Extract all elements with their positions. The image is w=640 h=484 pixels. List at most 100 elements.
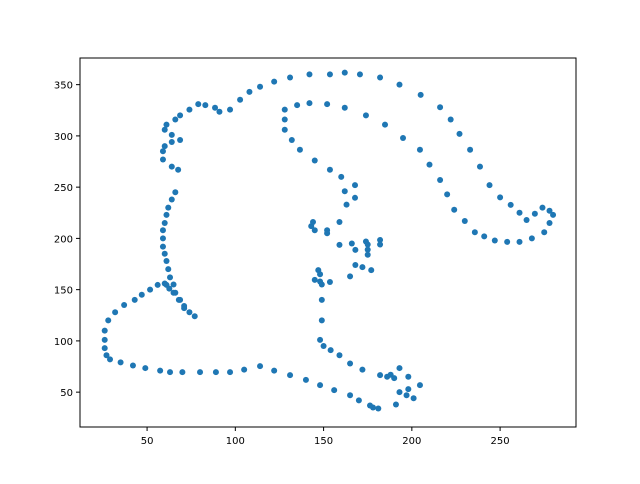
point bbox=[403, 392, 410, 399]
y-tick-label: 150 bbox=[54, 286, 73, 297]
point bbox=[147, 286, 154, 293]
point bbox=[142, 365, 149, 372]
x-tick-label: 200 bbox=[402, 436, 421, 447]
point bbox=[368, 267, 375, 274]
point bbox=[481, 233, 488, 240]
point bbox=[281, 106, 288, 113]
point bbox=[103, 352, 110, 359]
point bbox=[318, 317, 325, 324]
point bbox=[541, 229, 548, 236]
point bbox=[352, 182, 359, 189]
point bbox=[227, 106, 234, 113]
y-tick-label: 50 bbox=[60, 388, 73, 399]
point bbox=[271, 78, 278, 85]
point bbox=[352, 194, 359, 201]
point bbox=[131, 296, 138, 303]
x-tick-label: 150 bbox=[314, 436, 333, 447]
point bbox=[456, 130, 463, 137]
point bbox=[377, 236, 384, 243]
point bbox=[417, 91, 424, 98]
point bbox=[352, 262, 359, 269]
point bbox=[166, 285, 173, 292]
point bbox=[387, 371, 394, 378]
point bbox=[331, 387, 338, 394]
point bbox=[326, 166, 333, 173]
point bbox=[170, 289, 177, 296]
point bbox=[294, 102, 301, 109]
point bbox=[191, 313, 198, 320]
point bbox=[202, 102, 209, 109]
point bbox=[364, 241, 371, 248]
point bbox=[167, 369, 174, 376]
point bbox=[444, 191, 451, 198]
point bbox=[159, 148, 166, 155]
point bbox=[306, 100, 313, 107]
point bbox=[287, 74, 294, 81]
point bbox=[154, 281, 161, 288]
point bbox=[197, 369, 204, 376]
y-tick-label: 300 bbox=[54, 132, 73, 143]
point bbox=[359, 264, 366, 271]
point bbox=[172, 189, 179, 196]
point bbox=[138, 291, 145, 298]
point bbox=[165, 204, 172, 211]
point bbox=[377, 241, 384, 248]
point bbox=[447, 116, 454, 123]
point bbox=[168, 196, 175, 203]
point bbox=[451, 206, 458, 213]
point bbox=[241, 366, 248, 373]
plot-frame bbox=[79, 57, 577, 428]
point bbox=[531, 210, 538, 217]
point bbox=[159, 243, 166, 250]
point bbox=[396, 81, 403, 88]
point bbox=[359, 366, 366, 373]
point bbox=[168, 139, 175, 146]
point bbox=[121, 302, 128, 309]
point bbox=[161, 143, 168, 150]
point bbox=[163, 211, 170, 218]
point bbox=[377, 74, 384, 81]
point bbox=[101, 327, 108, 334]
point bbox=[161, 126, 168, 133]
point bbox=[212, 104, 219, 111]
point bbox=[157, 367, 164, 374]
point bbox=[461, 217, 468, 224]
point bbox=[105, 317, 112, 324]
point bbox=[327, 347, 334, 354]
point bbox=[405, 386, 412, 393]
point bbox=[347, 360, 354, 367]
point bbox=[212, 369, 219, 376]
point bbox=[179, 369, 186, 376]
point bbox=[163, 257, 170, 264]
point bbox=[341, 104, 348, 111]
point bbox=[159, 156, 166, 163]
point bbox=[112, 309, 119, 316]
point bbox=[410, 395, 417, 402]
point bbox=[177, 296, 184, 303]
point bbox=[347, 392, 354, 399]
point bbox=[317, 271, 324, 278]
point bbox=[101, 336, 108, 343]
point bbox=[309, 219, 316, 225]
point bbox=[311, 276, 318, 283]
point bbox=[161, 250, 168, 257]
point bbox=[216, 108, 223, 115]
point bbox=[497, 194, 504, 201]
point bbox=[523, 216, 530, 223]
point bbox=[338, 173, 345, 180]
point bbox=[367, 402, 374, 409]
point bbox=[326, 278, 333, 285]
point bbox=[416, 146, 423, 153]
point bbox=[471, 229, 478, 236]
point bbox=[396, 365, 403, 372]
point bbox=[306, 71, 313, 78]
point bbox=[311, 157, 318, 164]
point bbox=[336, 352, 343, 359]
y-tick-label: 200 bbox=[54, 234, 73, 245]
point bbox=[516, 209, 523, 216]
point bbox=[186, 106, 193, 113]
point bbox=[281, 116, 288, 123]
point bbox=[324, 230, 331, 237]
point bbox=[507, 201, 514, 208]
